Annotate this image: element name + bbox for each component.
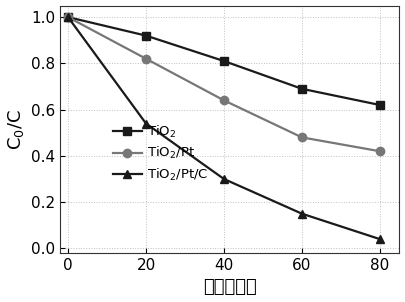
TiO$_2$/Pt (300, 136, 305, 139)
Legend: TiO$_2$, TiO$_2$/Pt, TiO$_2$/Pt/C: TiO$_2$, TiO$_2$/Pt, TiO$_2$/Pt/C (107, 119, 214, 188)
TiO$_2$/Pt/C (144, 122, 149, 125)
TiO$_2$/Pt/C (300, 212, 305, 216)
TiO$_2$/Pt (66, 15, 70, 19)
TiO$_2$ (377, 103, 382, 107)
TiO$_2$/Pt/C (66, 15, 70, 19)
TiO$_2$/Pt (222, 98, 226, 102)
X-axis label: 时间／分钟: 时间／分钟 (203, 278, 257, 297)
Line: TiO$_2$/Pt: TiO$_2$/Pt (64, 13, 384, 156)
Y-axis label: C$_0$/C: C$_0$/C (6, 109, 26, 150)
TiO$_2$ (144, 34, 149, 37)
TiO$_2$ (222, 59, 226, 63)
Line: TiO$_2$/Pt/C: TiO$_2$/Pt/C (64, 13, 384, 243)
Line: TiO$_2$: TiO$_2$ (64, 13, 384, 109)
TiO$_2$ (66, 15, 70, 19)
TiO$_2$ (300, 87, 305, 91)
TiO$_2$/Pt/C (222, 177, 226, 181)
TiO$_2$/Pt/C (377, 237, 382, 241)
TiO$_2$/Pt (144, 57, 149, 61)
TiO$_2$/Pt (377, 149, 382, 153)
